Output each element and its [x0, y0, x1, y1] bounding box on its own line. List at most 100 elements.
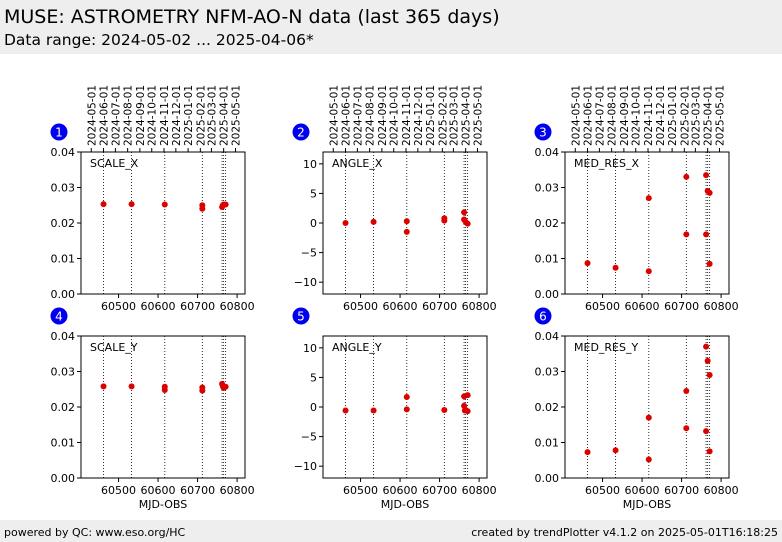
top-date-label: 2024-09-01	[619, 85, 631, 146]
x-tick-label: 60500	[343, 300, 378, 313]
panel-label: ANGLE_Y	[332, 341, 382, 354]
y-tick-label: 0.02	[535, 401, 560, 414]
chart-panel-6: 0.00 0.01 0.02 0.03 0.04 60500 60600 60700 60800…	[534, 307, 739, 511]
x-tick-label: 60500	[101, 484, 136, 497]
x-tick-label: 60700	[664, 484, 699, 497]
y-tick-label: −5	[301, 431, 317, 444]
y-tick-label: 0.01	[535, 253, 560, 266]
top-date-label: 2025-05-01	[231, 85, 243, 146]
y-tick-label: 0.02	[51, 217, 76, 230]
top-date-label: 2025-03-01	[690, 85, 702, 146]
panel-number-badge	[292, 123, 310, 141]
top-date-label: 2025-01-01	[667, 85, 679, 146]
x-axis-label: MJD-OBS	[139, 498, 187, 511]
top-date-label: 2024-06-01	[99, 85, 111, 146]
y-tick-label: 0.01	[51, 253, 76, 266]
x-tick-label: 60600	[141, 484, 176, 497]
data-point	[645, 456, 652, 463]
panel-label: SCALE_X	[90, 157, 139, 170]
y-tick-label: 0.04	[51, 330, 76, 343]
top-date-label: 2024-11-01	[401, 85, 413, 146]
x-tick-label: 60500	[585, 300, 620, 313]
top-date-label: 2025-03-01	[206, 85, 218, 146]
data-point	[199, 387, 206, 394]
x-tick-label: 60700	[664, 300, 699, 313]
y-tick-label: 0.03	[51, 366, 76, 379]
panel-number-badge	[50, 307, 68, 325]
y-tick-label: −10	[294, 276, 317, 289]
top-date-label: 2024-05-01	[570, 85, 582, 146]
y-tick-label: 0.00	[535, 472, 560, 485]
data-point	[403, 218, 410, 225]
data-point	[584, 449, 591, 456]
plot-frame	[80, 151, 246, 295]
y-tick-label: 0.00	[51, 288, 76, 301]
panel-number: 3	[539, 126, 547, 140]
top-date-label: 2024-12-01	[413, 85, 425, 146]
top-date-label: 2025-03-01	[448, 85, 460, 146]
panel-number-badge	[292, 307, 310, 325]
data-point	[703, 343, 710, 350]
x-tick-label: 60600	[383, 300, 418, 313]
data-point	[199, 205, 206, 212]
top-date-label: 2024-10-01	[147, 85, 159, 146]
x-tick-label: 60600	[383, 484, 418, 497]
panel-label: MED_RES_Y	[574, 341, 638, 354]
panel-number-badge	[50, 123, 68, 141]
data-point	[403, 406, 410, 413]
y-tick-label: −5	[301, 247, 317, 260]
data-point	[100, 201, 107, 208]
y-tick-label: 0.02	[535, 217, 560, 230]
data-point	[584, 260, 591, 267]
data-point	[370, 218, 377, 225]
x-tick-label: 60700	[422, 300, 457, 313]
data-point	[703, 172, 710, 179]
x-tick-label: 60500	[101, 300, 136, 313]
plot-frame	[564, 335, 730, 479]
data-range-subtitle: Data range: 2024-05-02 ... 2025-04-06*	[4, 31, 314, 49]
panel-label: ANGLE_X	[332, 157, 383, 170]
x-tick-label: 60800	[220, 484, 255, 497]
x-tick-label: 60700	[180, 300, 215, 313]
top-date-label: 2024-05-01	[328, 85, 340, 146]
data-point	[403, 393, 410, 400]
top-date-label: 2024-10-01	[631, 85, 643, 146]
powered-by-link[interactable]: powered by QC: www.eso.org/HC	[4, 526, 186, 539]
plot-frame	[80, 335, 246, 479]
chart-panel-5: −10 −5 0 5 10 60500 60600 60700 60800 MJD-OBS ANGL…	[292, 307, 497, 511]
x-tick-label: 60800	[220, 300, 255, 313]
x-tick-label: 60600	[625, 300, 660, 313]
x-tick-label: 60500	[585, 484, 620, 497]
data-point	[128, 383, 135, 390]
top-date-label: 2024-09-01	[135, 85, 147, 146]
x-tick-label: 60800	[704, 300, 739, 313]
data-point	[441, 215, 448, 222]
y-tick-label: 0.03	[535, 366, 560, 379]
data-point	[403, 228, 410, 235]
y-tick-label: 0	[310, 401, 317, 414]
y-tick-label: 0.00	[51, 472, 76, 485]
data-point	[464, 392, 471, 399]
data-point	[683, 231, 690, 238]
y-tick-label: 0.04	[535, 146, 560, 159]
data-point	[706, 189, 713, 196]
x-axis-label: MJD-OBS	[623, 498, 671, 511]
x-tick-label: 60600	[141, 300, 176, 313]
data-point	[161, 201, 168, 208]
page-title: MUSE: ASTROMETRY NFM-AO-N data (last 365…	[4, 6, 500, 28]
chart-panel-3: 0.00 0.01 0.02 0.03 0.04 60500 60600 60700 60800…	[534, 85, 739, 313]
top-date-label: 2024-08-01	[365, 85, 377, 146]
y-tick-label: 0.03	[51, 182, 76, 195]
top-date-label: 2025-01-01	[425, 85, 437, 146]
top-date-label: 2025-04-01	[461, 85, 473, 146]
top-date-label: 2024-07-01	[110, 85, 122, 146]
data-point	[704, 357, 711, 364]
y-tick-label: −10	[294, 460, 317, 473]
data-point	[683, 425, 690, 432]
x-tick-label: 60800	[462, 484, 497, 497]
x-tick-label: 60800	[704, 484, 739, 497]
top-date-label: 2024-12-01	[655, 85, 667, 146]
data-point	[706, 372, 713, 379]
